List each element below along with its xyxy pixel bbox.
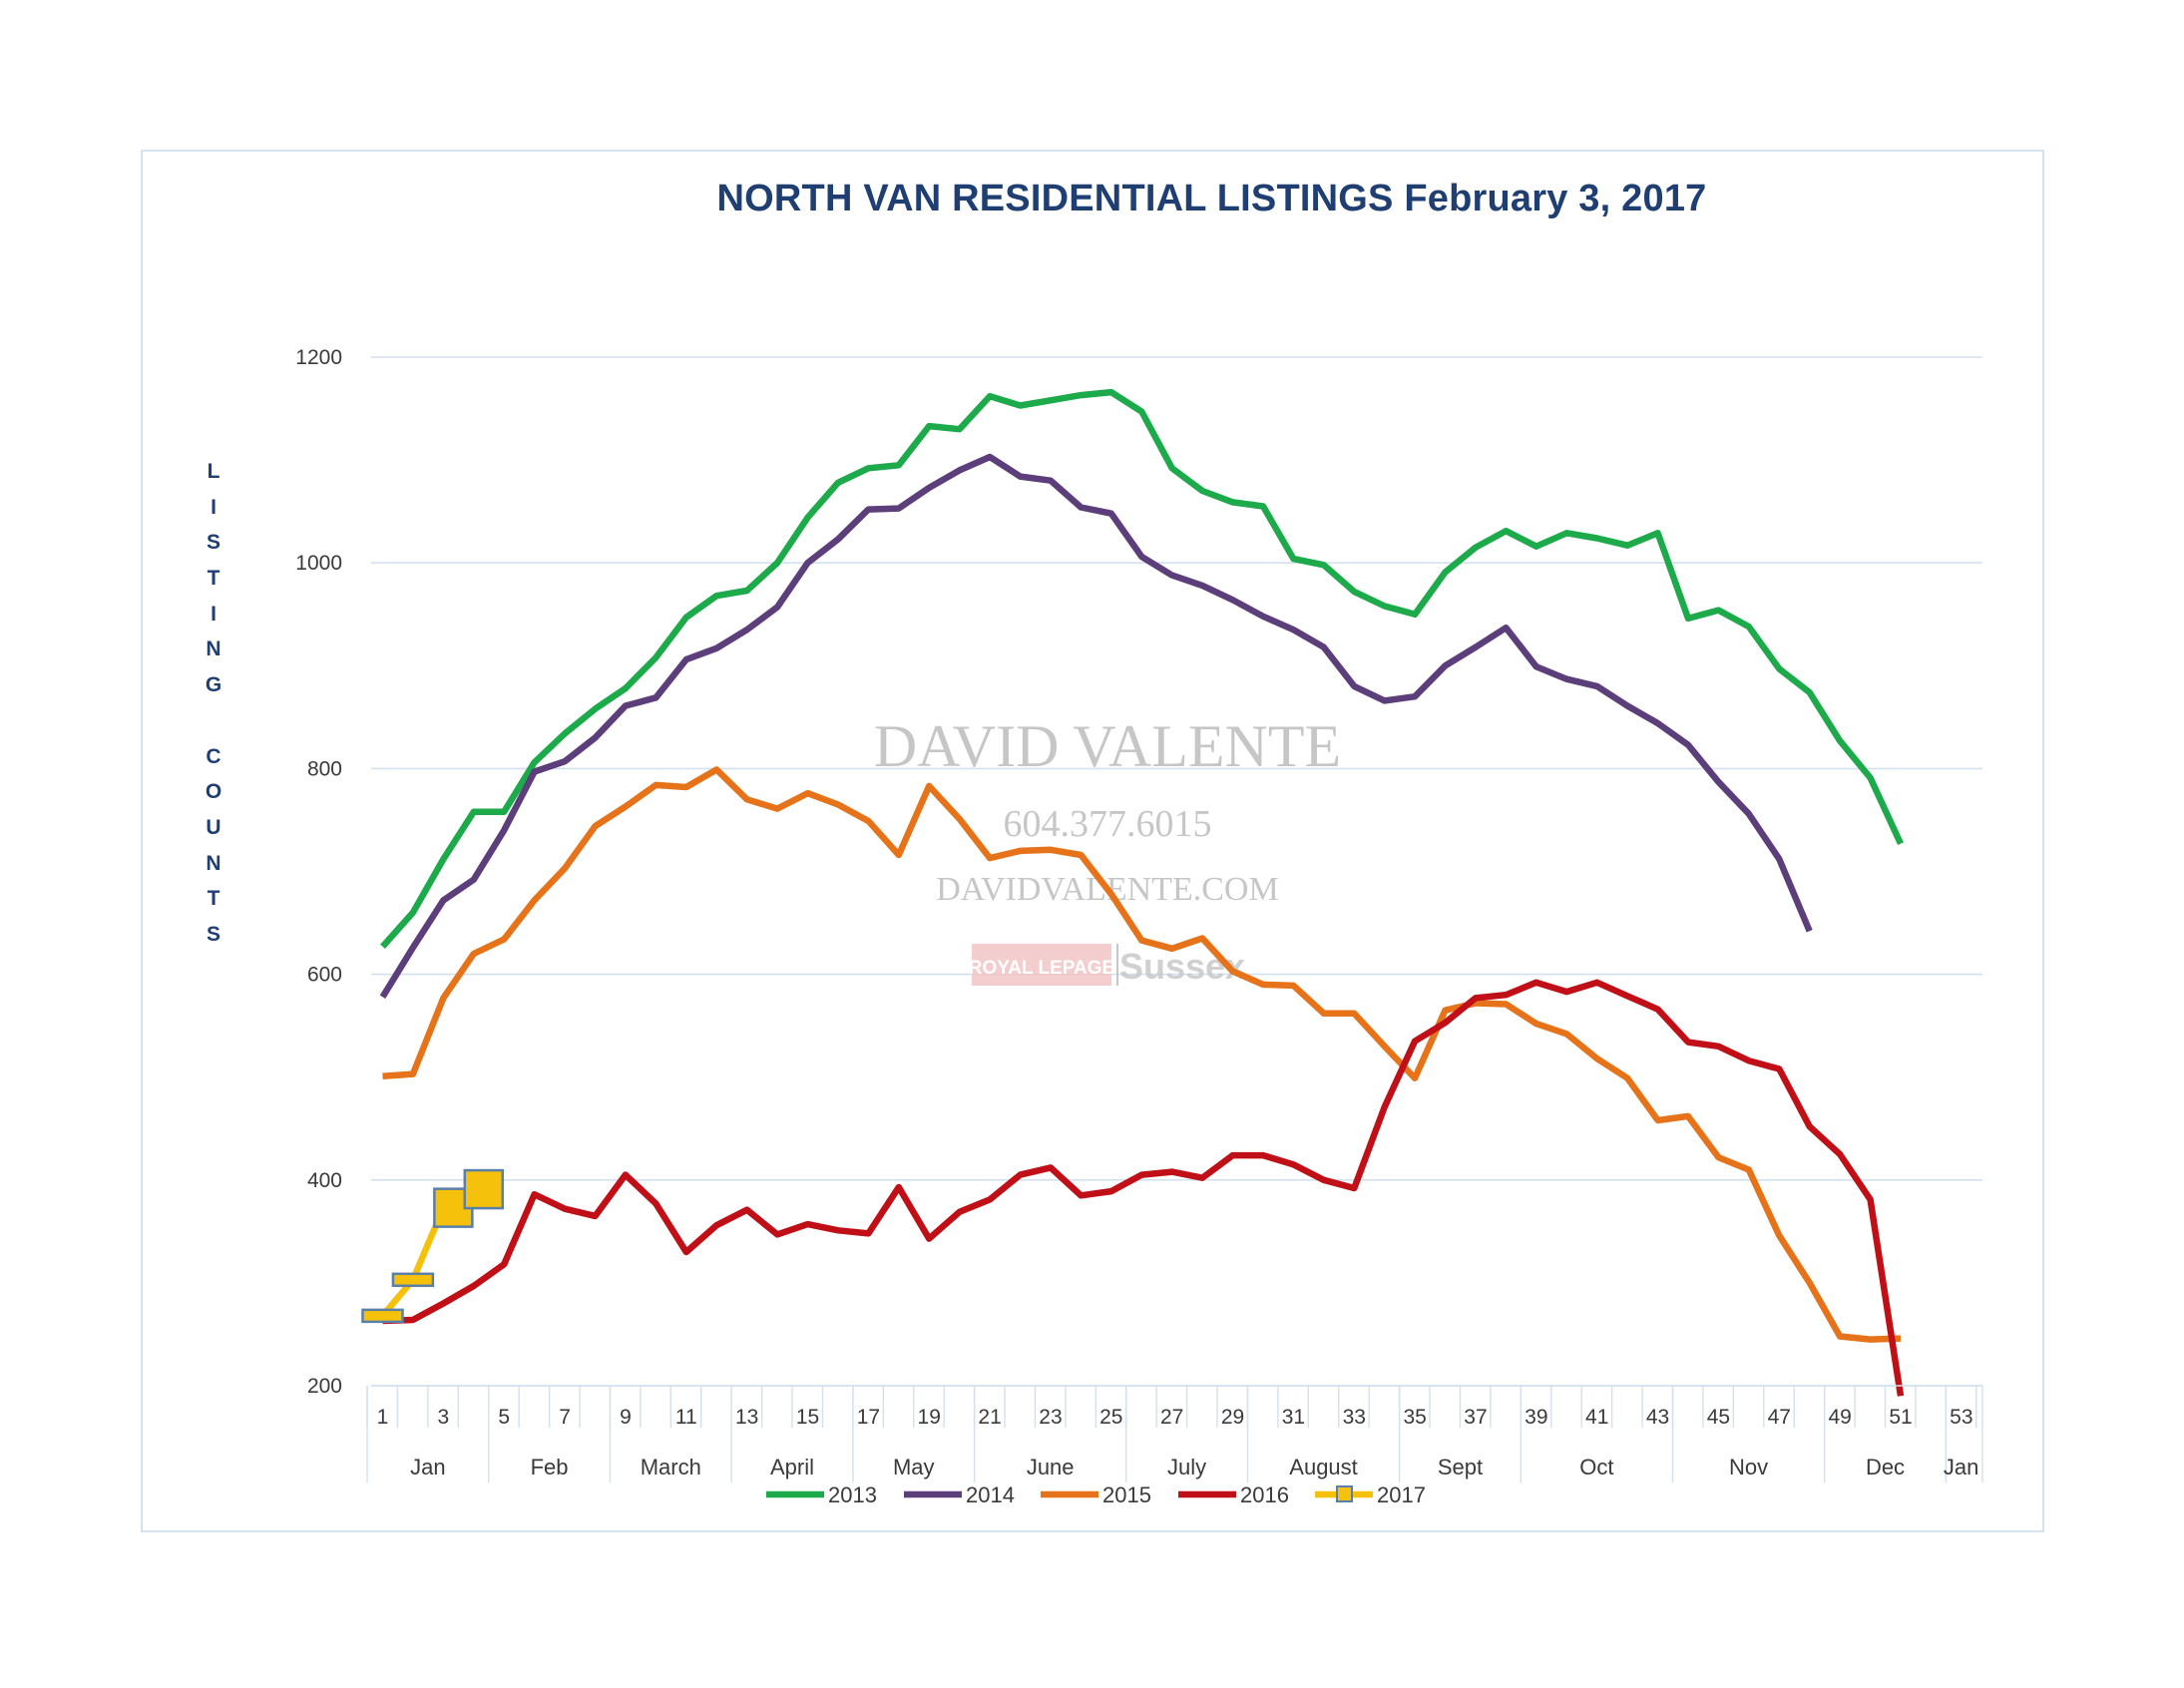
x-tick-label: 13 bbox=[735, 1406, 758, 1429]
y-axis-label-letter: C bbox=[206, 744, 221, 768]
data-point-2017 bbox=[361, 1308, 404, 1324]
x-tick-label: 1 bbox=[377, 1406, 389, 1429]
x-tick-label: 9 bbox=[620, 1406, 632, 1429]
series-line-2016 bbox=[382, 979, 1905, 1397]
y-axis-label-letter: S bbox=[206, 531, 220, 555]
x-tick-label: 31 bbox=[1282, 1406, 1305, 1429]
y-tick-label: 200 bbox=[307, 1375, 342, 1398]
series-lines bbox=[379, 388, 1905, 1397]
month-label: Jan bbox=[1944, 1455, 1978, 1479]
watermark-brand: ROYAL LEPAGE bbox=[969, 958, 1114, 979]
y-axis-label-letter: N bbox=[206, 851, 221, 875]
legend-label-2015: 2015 bbox=[1102, 1482, 1151, 1507]
y-tick-label: 600 bbox=[307, 964, 342, 987]
y-tick-label: 1200 bbox=[295, 346, 342, 369]
x-tick-label: 11 bbox=[675, 1406, 697, 1429]
x-tick-label: 27 bbox=[1160, 1406, 1183, 1429]
series-line-2013 bbox=[380, 388, 1904, 949]
legend-label-2016: 2016 bbox=[1240, 1482, 1289, 1507]
month-label: Nov bbox=[1729, 1455, 1768, 1479]
watermark-name: DAVID VALENTE bbox=[874, 713, 1341, 779]
month-label: May bbox=[893, 1455, 935, 1479]
y-axis-label-letter: I bbox=[211, 602, 217, 626]
watermark: DAVID VALENTE 604.377.6015 DAVIDVALENTE.… bbox=[874, 713, 1341, 987]
y-axis-label-letter: U bbox=[206, 815, 221, 839]
x-tick-label: 17 bbox=[857, 1406, 880, 1429]
x-tick-label: 33 bbox=[1343, 1406, 1366, 1429]
data-point-2017 bbox=[391, 1272, 435, 1288]
x-tick-label: 43 bbox=[1646, 1406, 1669, 1429]
y-axis-label-letter: N bbox=[206, 637, 221, 661]
royal-lepage-logo-box bbox=[972, 944, 1111, 986]
x-tick-label: 15 bbox=[796, 1406, 819, 1429]
x-tick-label: 19 bbox=[918, 1406, 941, 1429]
legend-label-2017: 2017 bbox=[1377, 1482, 1426, 1507]
month-label: July bbox=[1167, 1455, 1206, 1479]
x-tick-label: 45 bbox=[1707, 1406, 1730, 1429]
x-tick-label: 53 bbox=[1950, 1406, 1972, 1429]
x-tick-label: 25 bbox=[1099, 1406, 1122, 1429]
series-markers bbox=[361, 1168, 505, 1324]
month-label: Dec bbox=[1866, 1455, 1905, 1479]
x-tick-label: 37 bbox=[1464, 1406, 1487, 1429]
x-tick-label: 3 bbox=[438, 1406, 450, 1429]
y-axis-label-letter: G bbox=[205, 673, 222, 697]
month-label: June bbox=[1027, 1455, 1075, 1479]
y-axis-label-letter: S bbox=[206, 922, 220, 946]
month-label: Jan bbox=[410, 1455, 445, 1479]
series-line-2015 bbox=[382, 766, 1902, 1343]
x-tick-label: 5 bbox=[498, 1406, 510, 1429]
x-tick-label: 51 bbox=[1889, 1406, 1912, 1429]
y-axis-label-letter: O bbox=[205, 780, 222, 804]
series-line-2014 bbox=[379, 453, 1813, 1000]
month-label: April bbox=[770, 1455, 814, 1479]
legend-label-2013: 2013 bbox=[828, 1482, 877, 1507]
month-label: March bbox=[641, 1455, 701, 1479]
x-tick-label: 41 bbox=[1585, 1406, 1608, 1429]
legend-label-2014: 2014 bbox=[966, 1482, 1015, 1507]
y-tick-label: 800 bbox=[307, 757, 342, 780]
month-label: August bbox=[1289, 1455, 1358, 1479]
x-tick-label: 49 bbox=[1828, 1406, 1851, 1429]
x-tick-label: 7 bbox=[559, 1406, 571, 1429]
y-axis-label-letter: L bbox=[207, 460, 220, 483]
legend: 2013 2014 2015 2016 2017 bbox=[766, 1482, 1426, 1507]
month-label: Feb bbox=[531, 1455, 569, 1479]
y-axis-label-letter: I bbox=[211, 495, 217, 519]
x-tick-label: 35 bbox=[1403, 1406, 1426, 1429]
y-axis-label-letter: T bbox=[207, 567, 220, 591]
y-axis-label-letter: T bbox=[207, 887, 220, 911]
watermark-phone: 604.377.6015 bbox=[1004, 803, 1212, 845]
legend-marker-2017 bbox=[1336, 1485, 1353, 1502]
data-point-2017 bbox=[463, 1168, 505, 1210]
y-tick-label: 1000 bbox=[295, 552, 342, 575]
x-tick-label: 29 bbox=[1221, 1406, 1244, 1429]
chart-title: NORTH VAN RESIDENTIAL LISTINGS February … bbox=[716, 178, 1707, 219]
x-tick-label: 21 bbox=[978, 1406, 1001, 1429]
x-tick-label: 23 bbox=[1039, 1406, 1062, 1429]
month-label: Oct bbox=[1579, 1455, 1613, 1479]
x-tick-label: 47 bbox=[1768, 1406, 1791, 1429]
x-tick-label: 39 bbox=[1525, 1406, 1547, 1429]
month-label: Sept bbox=[1438, 1455, 1483, 1479]
y-tick-label: 400 bbox=[307, 1169, 342, 1192]
